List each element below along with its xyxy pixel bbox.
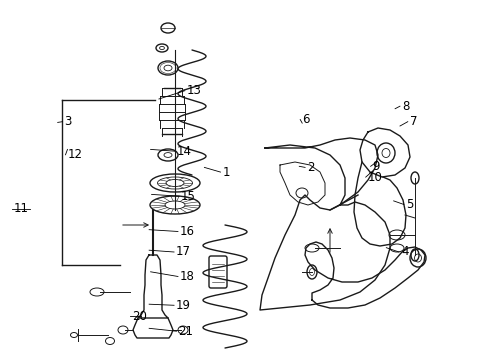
Text: 8: 8	[401, 100, 408, 113]
Text: 3: 3	[64, 115, 72, 128]
Text: 18: 18	[180, 270, 194, 283]
Text: 4: 4	[400, 246, 407, 258]
Text: 1: 1	[222, 166, 229, 179]
Text: 15: 15	[181, 190, 195, 203]
Text: 21: 21	[178, 325, 193, 338]
Text: 5: 5	[405, 198, 412, 211]
Text: 7: 7	[409, 115, 416, 128]
Text: 13: 13	[186, 84, 201, 97]
Text: 2: 2	[306, 161, 314, 174]
Text: 9: 9	[372, 160, 379, 173]
Text: 14: 14	[177, 145, 192, 158]
Text: 12: 12	[67, 148, 82, 161]
Text: 6: 6	[302, 113, 309, 126]
Text: 16: 16	[180, 225, 195, 238]
Text: 11: 11	[14, 202, 29, 215]
Text: 19: 19	[176, 299, 191, 312]
Text: 10: 10	[367, 171, 382, 184]
Text: 17: 17	[176, 246, 191, 258]
Text: 20: 20	[132, 310, 146, 323]
